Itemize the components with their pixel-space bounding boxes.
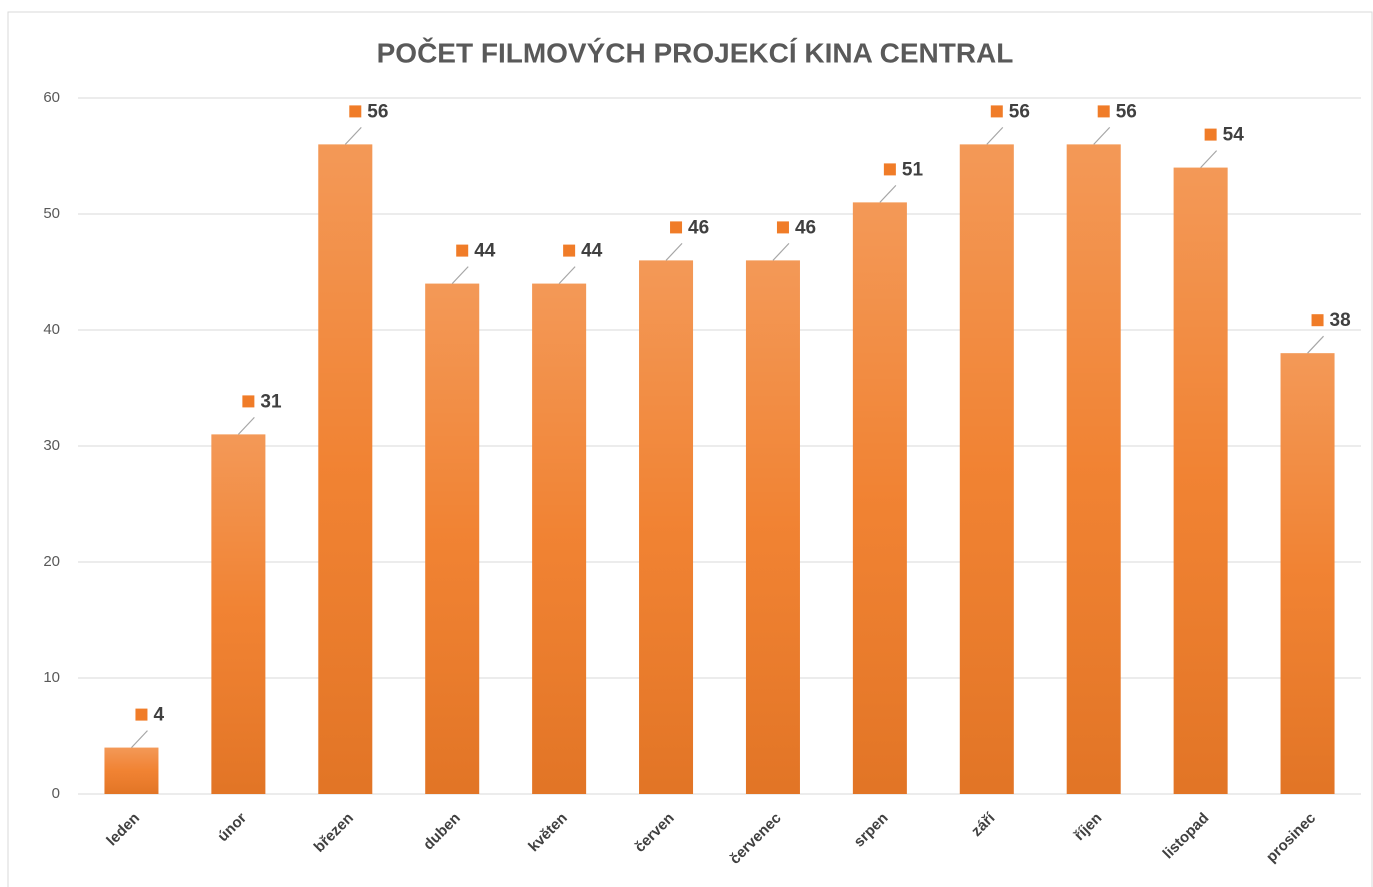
- leader-line: [1307, 335, 1324, 354]
- bar-shade: [532, 283, 587, 794]
- leader-line: [131, 730, 148, 749]
- label-marker: [990, 105, 1003, 118]
- x-tick-label: únor: [214, 810, 250, 846]
- leader-line: [665, 242, 683, 261]
- y-tick-label: 30: [43, 437, 60, 454]
- data-label: 44: [474, 241, 496, 262]
- label-marker: [135, 708, 148, 721]
- y-tick-label: 60: [43, 89, 60, 106]
- x-tick-label: září: [968, 809, 999, 840]
- bar-shade: [211, 434, 266, 794]
- bar-shade: [852, 202, 907, 794]
- y-tick-label: 20: [43, 553, 60, 570]
- x-tick-label: listopad: [1160, 810, 1213, 863]
- data-label: 51: [902, 159, 924, 180]
- x-tick-label: duben: [420, 810, 464, 854]
- data-label: 54: [1223, 125, 1245, 146]
- chart-border: [7, 11, 1373, 887]
- data-label: 4: [153, 705, 164, 726]
- bar-shade: [639, 260, 694, 794]
- y-tick-label: 50: [43, 205, 60, 222]
- bar-shade: [959, 144, 1014, 794]
- x-tick-label: leden: [103, 810, 143, 850]
- data-label: 56: [1116, 101, 1137, 122]
- bar-shade: [104, 747, 159, 794]
- bar-shade: [1280, 353, 1335, 794]
- data-label: 44: [581, 241, 603, 262]
- leader-line: [344, 126, 362, 145]
- label-marker: [1204, 128, 1217, 141]
- y-tick-label: 40: [43, 321, 60, 338]
- data-label: 56: [367, 101, 388, 122]
- data-label: 56: [1009, 101, 1030, 122]
- leader-line: [558, 266, 576, 285]
- leader-line: [879, 184, 897, 203]
- label-marker: [242, 395, 255, 408]
- data-label: 46: [688, 217, 709, 238]
- bar-shade: [1173, 167, 1228, 795]
- label-marker: [563, 244, 576, 257]
- chart-title: POČET FILMOVÝCH PROJEKCÍ KINA CENTRAL: [377, 36, 1014, 68]
- bar-shade: [425, 283, 480, 794]
- y-tick-label: 10: [43, 669, 60, 686]
- data-label: 38: [1330, 310, 1351, 331]
- label-marker: [349, 105, 362, 118]
- label-marker: [1097, 105, 1110, 118]
- leader-line: [451, 266, 469, 285]
- bar-shade: [1066, 144, 1121, 794]
- leader-line: [772, 242, 790, 261]
- y-tick-label: 0: [52, 785, 60, 802]
- leader-line: [1093, 126, 1111, 145]
- x-tick-label: prosinec: [1263, 810, 1319, 866]
- label-marker: [1311, 314, 1324, 327]
- x-tick-label: květen: [525, 810, 571, 856]
- label-marker: [776, 221, 789, 234]
- data-label: 46: [795, 217, 816, 238]
- label-marker: [883, 163, 896, 176]
- label-marker: [670, 221, 683, 234]
- leader-line: [1200, 150, 1218, 169]
- label-marker: [456, 244, 469, 257]
- data-label: 31: [260, 391, 282, 412]
- x-tick-label: červenec: [727, 810, 785, 868]
- bar-shade: [318, 144, 373, 794]
- x-tick-label: říjen: [1071, 810, 1105, 844]
- bar-shade: [745, 260, 800, 794]
- leader-line: [237, 416, 255, 435]
- x-tick-label: březen: [311, 810, 357, 856]
- x-tick-label: srpen: [851, 810, 892, 851]
- x-tick-label: červen: [631, 810, 677, 856]
- leader-line: [986, 126, 1004, 145]
